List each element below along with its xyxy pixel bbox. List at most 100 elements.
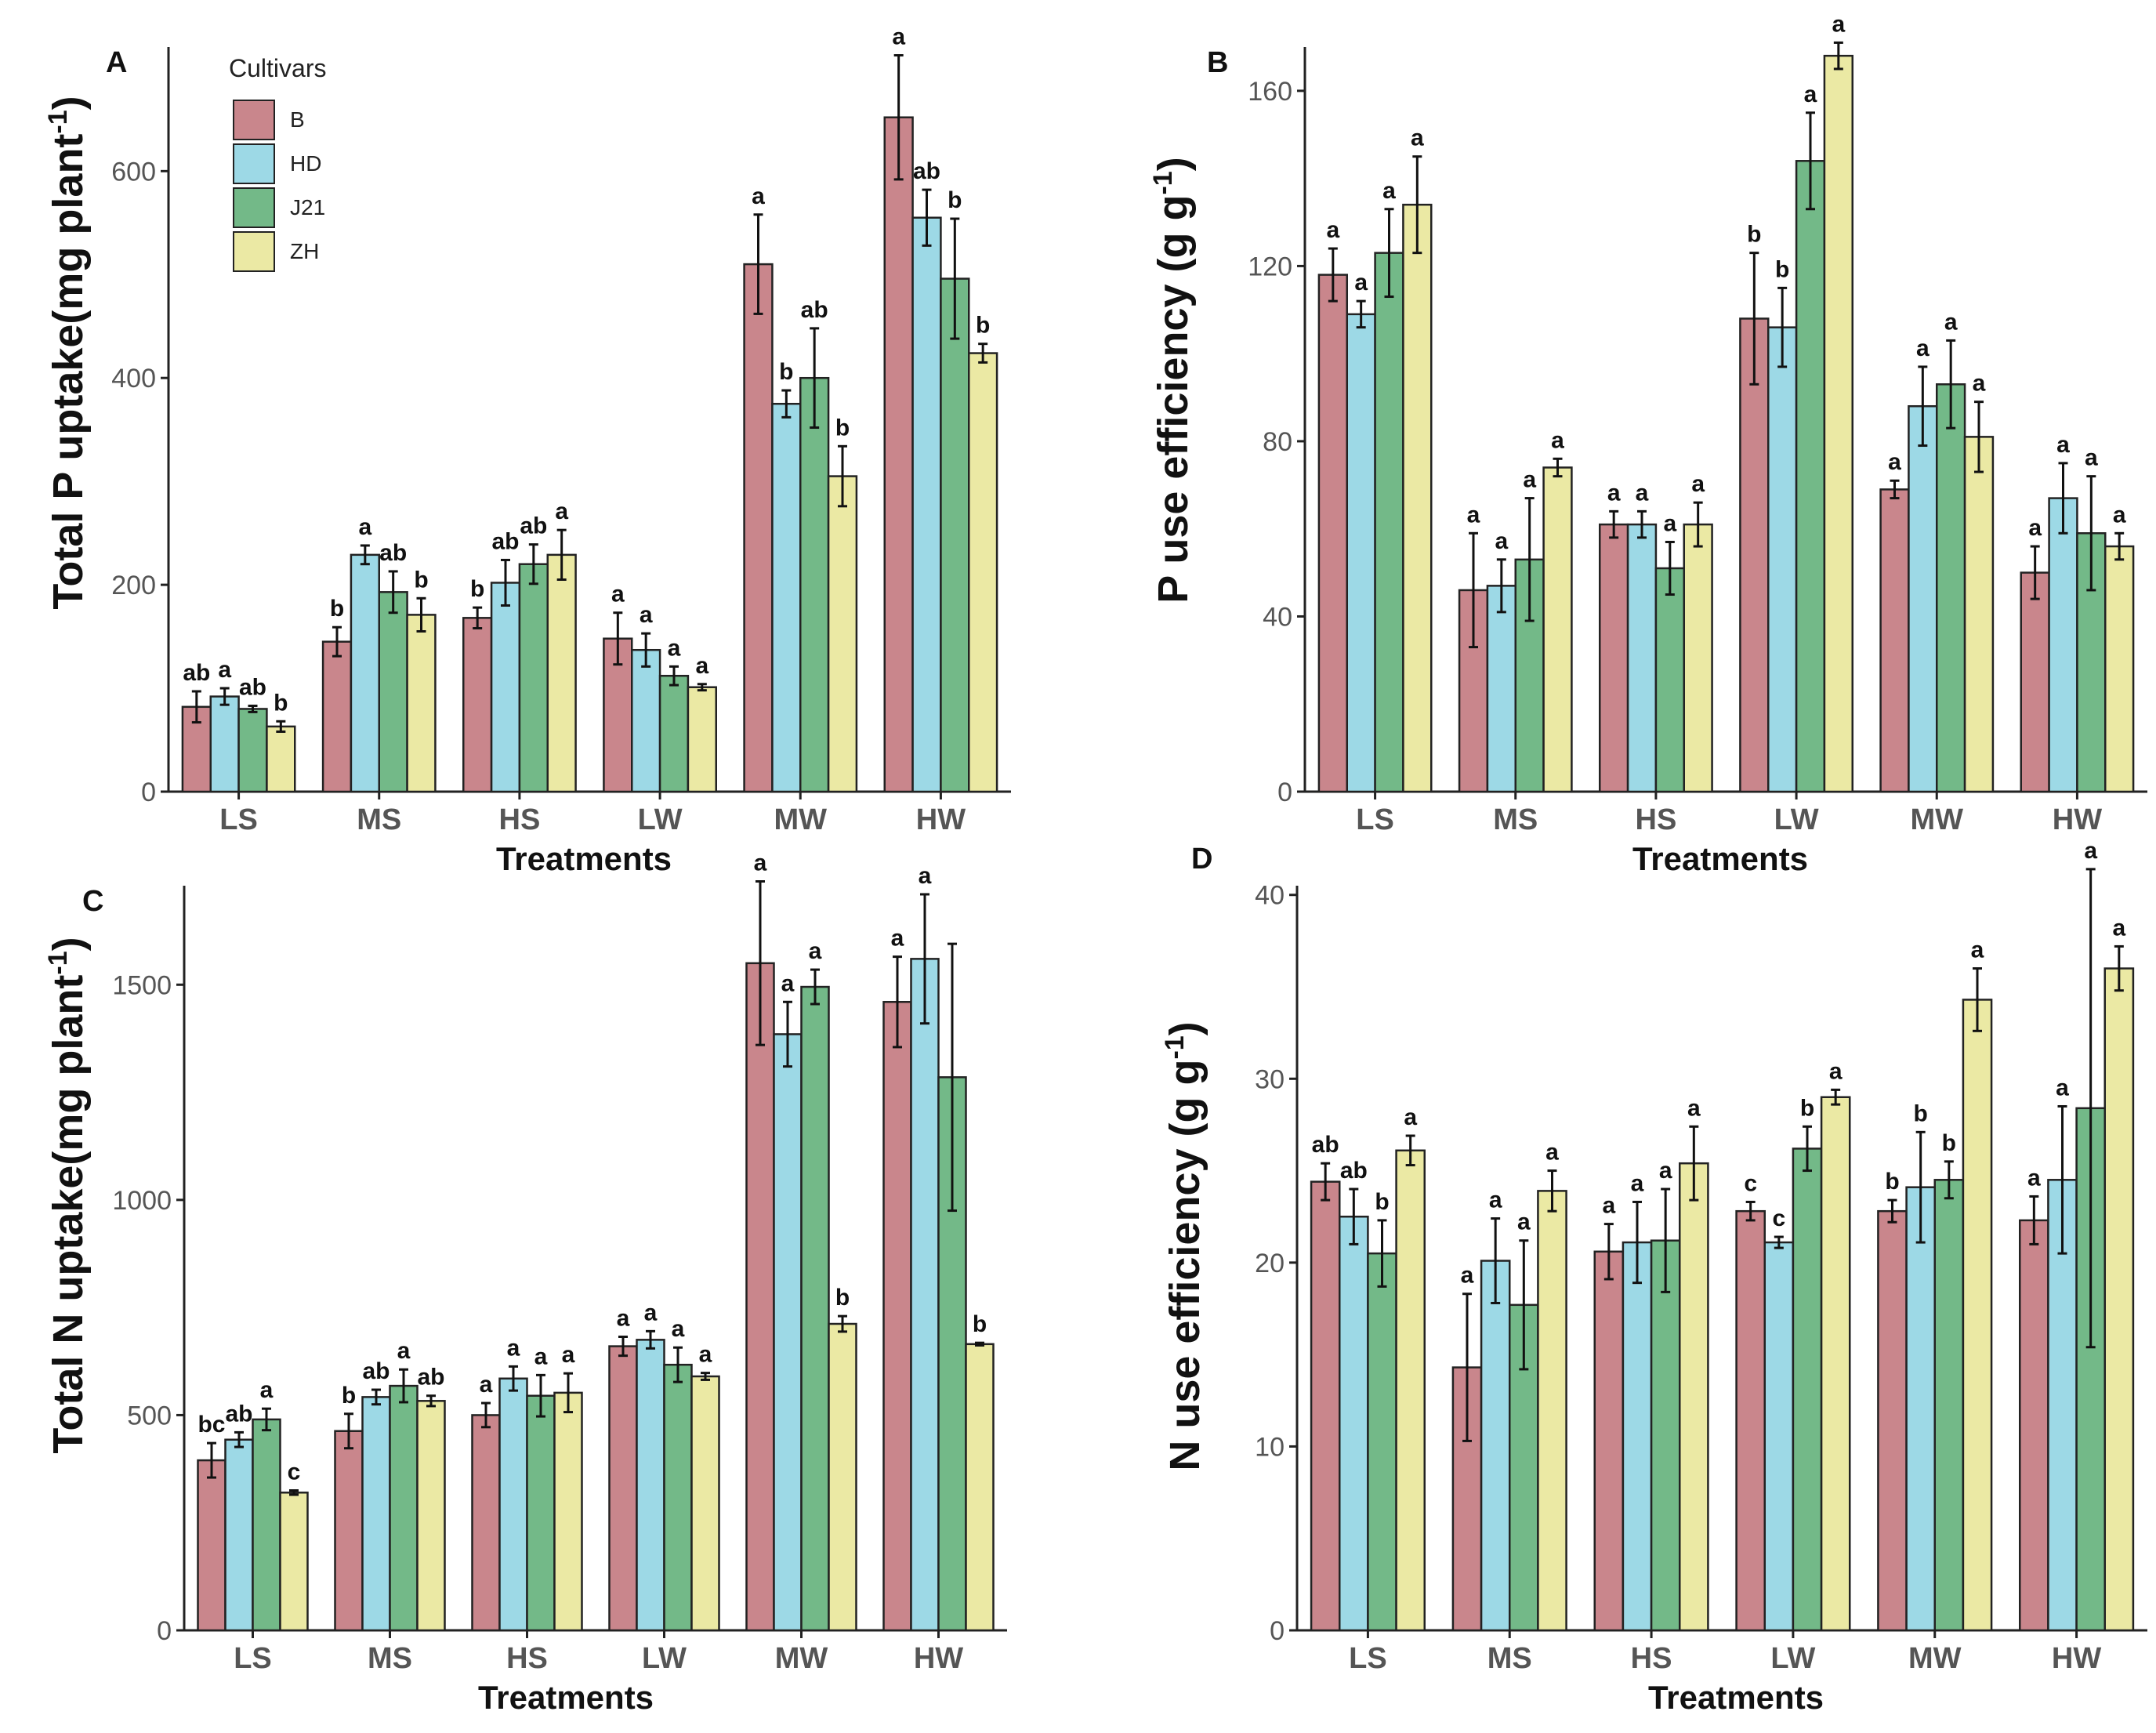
bar-d-ls-b <box>1310 1180 1341 1632</box>
bar-d-lw-zh <box>1820 1096 1851 1632</box>
bar-c-hw-b <box>882 1001 912 1632</box>
significance-label-b: a <box>1523 467 1536 493</box>
y-tick-label-b: 40 <box>1263 602 1292 632</box>
significance-label-b: a <box>2056 432 2070 458</box>
legend-label-j21: J21 <box>290 195 325 219</box>
significance-label-a: b <box>976 313 990 339</box>
significance-label-c: a <box>672 1316 685 1342</box>
bar-d-ls-zh <box>1395 1149 1426 1632</box>
bar-d-mw-hd <box>1905 1186 1936 1632</box>
significance-label-b: a <box>2113 502 2126 528</box>
bar-b-hw-b <box>2020 571 2050 793</box>
bar-d-mw-j21 <box>1933 1179 1965 1632</box>
significance-label-a: a <box>555 499 568 524</box>
significance-label-d: a <box>1971 937 1984 963</box>
significance-label-b: a <box>1691 471 1705 497</box>
bar-b-ls-b <box>1317 274 1348 793</box>
bar-c-ms-zh <box>416 1400 446 1632</box>
x-tick-label-c-lw: LW <box>642 1642 687 1675</box>
bar-d-hw-zh <box>2103 967 2135 1632</box>
y-tick-label-d: 20 <box>1255 1249 1285 1278</box>
bar-b-ls-zh <box>1402 203 1433 793</box>
x-tick-label-d-hw: HW <box>2052 1642 2101 1675</box>
bar-d-hs-j21 <box>1650 1239 1681 1632</box>
significance-label-d: ab <box>1340 1158 1368 1184</box>
y-tick-label-d: 0 <box>1270 1616 1285 1646</box>
significance-label-d: a <box>1631 1170 1644 1196</box>
x-tick-label-a-hw: HW <box>916 803 966 836</box>
bar-a-lw-zh <box>687 686 718 793</box>
y-axis-title-d: N use efficiency (g g-1) <box>1160 1021 1208 1470</box>
bar-c-hs-zh <box>553 1391 583 1632</box>
significance-label-d: a <box>1404 1104 1417 1130</box>
bar-c-ls-hd <box>224 1438 254 1632</box>
bar-a-hw-hd <box>911 216 942 793</box>
significance-label-d: c <box>1744 1170 1757 1196</box>
x-tick-label-d-ls: LS <box>1349 1642 1387 1675</box>
bar-a-hs-hd <box>490 582 521 793</box>
x-tick-label-b-lw: LW <box>1774 803 1819 836</box>
significance-label-b: a <box>1944 309 1958 335</box>
bar-c-hw-hd <box>910 958 940 1632</box>
x-tick-label-d-lw: LW <box>1770 1642 1815 1675</box>
significance-label-a: b <box>274 690 288 716</box>
significance-label-a: b <box>470 576 484 602</box>
bar-a-hw-j21 <box>940 277 970 793</box>
x-tick-label-a-mw: MW <box>774 803 827 836</box>
significance-label-a: a <box>668 635 681 661</box>
bar-b-hs-zh <box>1683 523 1713 793</box>
x-tick-label-a-lw: LW <box>638 803 683 836</box>
significance-label-d: a <box>2112 915 2125 941</box>
significance-label-a: a <box>695 653 708 679</box>
bar-a-hw-zh <box>968 352 998 793</box>
legend-label-b: B <box>290 107 305 132</box>
significance-label-b: a <box>1916 335 1930 361</box>
bar-d-ls-hd <box>1339 1215 1369 1632</box>
bar-c-lw-j21 <box>663 1363 693 1632</box>
bar-c-ls-b <box>197 1459 226 1632</box>
panel-letter-d: D <box>1191 843 1212 876</box>
legend-label-hd: HD <box>290 151 321 176</box>
significance-label-a: a <box>892 24 905 50</box>
y-tick-label-b: 160 <box>1248 77 1292 107</box>
bar-d-lw-j21 <box>1792 1147 1823 1632</box>
significance-label-c: a <box>507 1335 520 1361</box>
significance-label-c: a <box>919 863 932 889</box>
significance-label-c: ab <box>417 1365 444 1390</box>
significance-label-a: a <box>611 582 625 607</box>
bar-b-lw-b <box>1739 317 1770 793</box>
bar-d-ms-zh <box>1537 1190 1567 1632</box>
bar-a-mw-zh <box>827 475 858 793</box>
significance-label-d: b <box>1942 1130 1956 1156</box>
significance-label-b: a <box>1551 427 1564 453</box>
bar-c-hs-b <box>471 1414 501 1632</box>
significance-label-c: a <box>397 1338 411 1364</box>
significance-label-a: b <box>779 359 793 385</box>
y-tick-label-d: 10 <box>1255 1432 1285 1462</box>
significance-label-b: a <box>1495 528 1508 554</box>
significance-label-c: ab <box>362 1358 390 1384</box>
y-tick-label-c: 0 <box>157 1616 172 1646</box>
significance-label-a: b <box>414 567 428 593</box>
bar-b-hw-zh <box>2104 545 2135 793</box>
significance-label-a: b <box>948 187 962 213</box>
x-tick-label-a-hs: HS <box>499 803 541 836</box>
significance-label-a: a <box>218 657 231 683</box>
significance-label-b: a <box>1411 125 1424 151</box>
significance-label-a: b <box>835 415 850 441</box>
y-tick-label-a: 400 <box>111 364 156 393</box>
legend-swatch-hd <box>233 143 275 184</box>
bar-b-ls-j21 <box>1374 252 1404 793</box>
bar-d-hs-zh <box>1679 1162 1709 1632</box>
bar-c-ls-zh <box>279 1492 309 1632</box>
significance-label-d: a <box>2027 1165 2041 1191</box>
significance-label-c: bc <box>197 1412 225 1438</box>
significance-label-c: a <box>617 1305 630 1331</box>
bar-a-hs-b <box>462 617 493 793</box>
significance-label-b: a <box>1607 480 1621 506</box>
bar-b-ls-hd <box>1346 313 1376 793</box>
bar-c-mw-b <box>745 962 775 1632</box>
significance-label-d: a <box>1489 1187 1502 1213</box>
bar-c-ms-hd <box>361 1396 391 1632</box>
significance-label-b: a <box>2085 445 2098 471</box>
